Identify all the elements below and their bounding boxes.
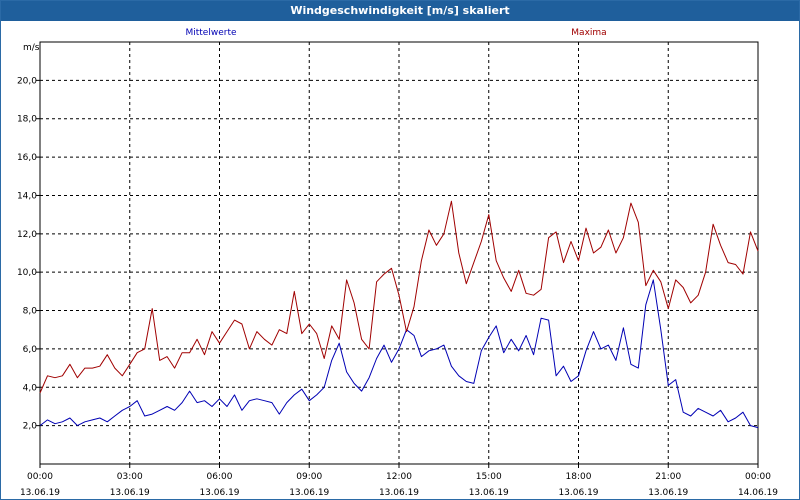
y-tick-label: 14,0 [17,191,37,201]
y-tick-label: 10,0 [17,268,37,278]
y-tick-label: 8,0 [23,307,38,317]
y-tick-label: 16,0 [17,153,37,163]
x-tick-time-label: 12:00 [386,472,412,482]
x-tick-date-label: 13.06.19 [289,488,329,498]
x-tick-time-label: 00:00 [745,472,771,482]
grid-lines [40,42,758,464]
x-tick-time-label: 06:00 [207,472,233,482]
x-tick-date-label: 13.06.19 [199,488,239,498]
y-tick-label: 20,0 [17,76,37,86]
legend-mittelwerte: Mittelwerte [185,28,236,38]
x-tick-date-label: 13.06.19 [648,488,688,498]
x-tick-date-label: 13.06.19 [469,488,509,498]
y-tick-label: 18,0 [17,115,37,125]
x-tick-time-label: 00:00 [27,472,53,482]
series-line-mittelwerte [39,279,759,429]
y-tick-label: 4,0 [23,383,38,393]
x-tick-time-label: 03:00 [117,472,143,482]
x-tick-time-label: 21:00 [655,472,681,482]
series-line-maxima [39,200,759,394]
window-title: Windgeschwindigkeit [m/s] skaliert [1,1,799,21]
line-chart: m/s Mittelwerte Maxima 2,0 4,0 6,0 8,0 10,0 1… [17,28,778,498]
x-axis-ticks: 00:00 13.06.19 03:00 13.06.19 06:00 13.06.19 0… [20,464,778,498]
x-tick-time-label: 09:00 [296,472,322,482]
y-tick-label: 12,0 [17,230,37,240]
y-tick-label: 6,0 [23,345,38,355]
legend-maxima: Maxima [571,28,606,38]
y-axis-unit: m/s [23,43,40,53]
y-axis-ticks: 2,0 4,0 6,0 8,0 10,0 12,0 14,0 16,0 18,0 20,0 [17,76,40,432]
data-series [39,200,759,429]
x-tick-date-label: 13.06.19 [20,488,60,498]
x-tick-date-label: 13.06.19 [110,488,150,498]
x-tick-date-label: 14.06.19 [738,488,778,498]
x-tick-time-label: 15:00 [476,472,502,482]
y-tick-label: 2,0 [23,422,38,432]
x-tick-time-label: 18:00 [566,472,592,482]
x-tick-date-label: 13.06.19 [558,488,598,498]
x-tick-date-label: 13.06.19 [379,488,419,498]
